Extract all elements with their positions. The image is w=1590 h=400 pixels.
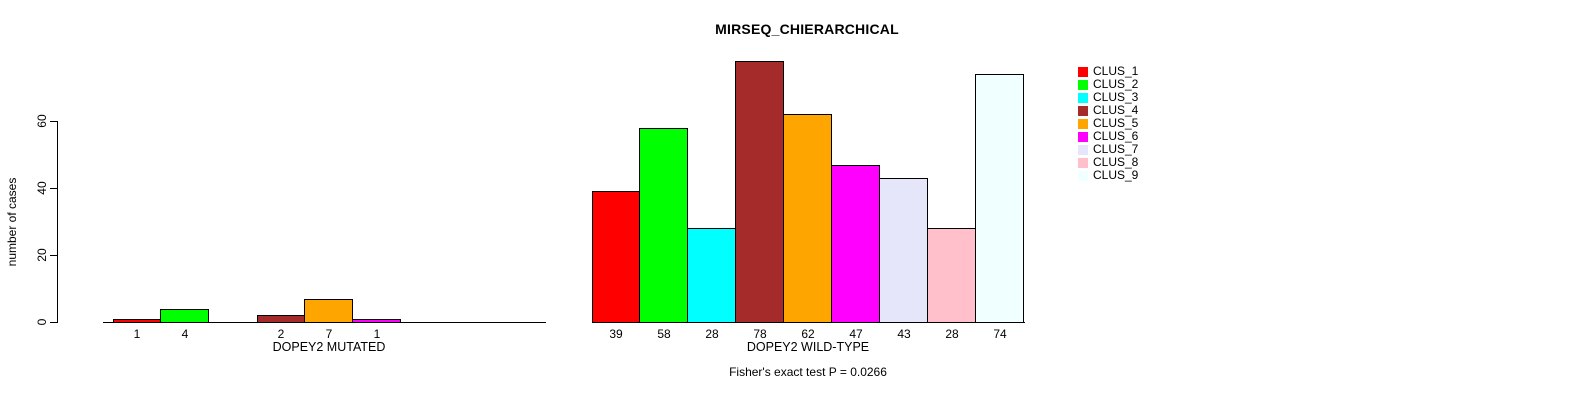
bar-CLUS_5 bbox=[304, 299, 353, 322]
legend-swatch-CLUS_9 bbox=[1078, 170, 1088, 181]
legend-swatch-CLUS_1 bbox=[1078, 66, 1088, 77]
bar-value-label: 28 bbox=[945, 327, 959, 341]
chart-title: MIRSEQ_CHIERARCHICAL bbox=[715, 21, 899, 37]
bar-CLUS_5 bbox=[783, 114, 832, 322]
x-axis-label-mutated: DOPEY2 MUTATED bbox=[272, 340, 386, 354]
fisher-test-annotation: Fisher's exact test P = 0.0266 bbox=[729, 365, 887, 379]
legend-row: CLUS_4 bbox=[1078, 103, 1139, 117]
bar-value-label: 43 bbox=[897, 327, 911, 341]
legend-row: CLUS_5 bbox=[1078, 116, 1139, 130]
bar-CLUS_6 bbox=[831, 165, 880, 322]
legend-swatch-CLUS_6 bbox=[1078, 131, 1088, 142]
y-axis-line bbox=[57, 121, 58, 323]
legend-swatch-CLUS_8 bbox=[1078, 157, 1088, 168]
legend-label: CLUS_9 bbox=[1093, 168, 1139, 182]
bar-CLUS_4 bbox=[257, 315, 305, 322]
bar-value-label: 1 bbox=[133, 327, 141, 341]
legend-label: CLUS_6 bbox=[1093, 129, 1139, 143]
legend-label: CLUS_7 bbox=[1093, 142, 1139, 156]
bar-value-label: 4 bbox=[181, 327, 189, 341]
bar-value-label: 74 bbox=[993, 327, 1007, 341]
bar-value-label: 2 bbox=[277, 327, 285, 341]
legend-swatch-CLUS_2 bbox=[1078, 79, 1088, 90]
bar-CLUS_7 bbox=[879, 178, 928, 322]
bar-value-label: 28 bbox=[705, 327, 719, 341]
legend-label: CLUS_1 bbox=[1093, 64, 1139, 78]
legend-label: CLUS_3 bbox=[1093, 90, 1139, 104]
legend-label: CLUS_2 bbox=[1093, 77, 1139, 91]
legend-row: CLUS_3 bbox=[1078, 90, 1139, 104]
legend-row: CLUS_2 bbox=[1078, 77, 1139, 91]
bar-CLUS_4 bbox=[735, 61, 784, 322]
bar-value-label: 47 bbox=[849, 327, 863, 341]
y-axis-tick-label: 60 bbox=[35, 114, 49, 128]
bar-CLUS_1 bbox=[592, 191, 640, 322]
x-axis-line bbox=[103, 322, 546, 323]
bar-value-label: 7 bbox=[325, 327, 333, 341]
legend-swatch-CLUS_4 bbox=[1078, 105, 1088, 116]
y-axis-tick bbox=[50, 121, 57, 122]
y-axis-tick-label: 40 bbox=[35, 181, 49, 195]
bar-CLUS_2 bbox=[639, 128, 688, 322]
bar-value-label: 78 bbox=[753, 327, 767, 341]
y-axis-tick bbox=[50, 188, 57, 189]
bar-CLUS_9 bbox=[975, 74, 1024, 322]
bar-CLUS_8 bbox=[927, 228, 976, 322]
legend-swatch-CLUS_3 bbox=[1078, 92, 1088, 103]
bar-value-label: 39 bbox=[609, 327, 623, 341]
legend-label: CLUS_4 bbox=[1093, 103, 1139, 117]
legend-row: CLUS_7 bbox=[1078, 142, 1139, 156]
y-axis-tick bbox=[50, 322, 57, 323]
legend-swatch-CLUS_5 bbox=[1078, 118, 1088, 129]
x-axis-label-wildtype: DOPEY2 WILD-TYPE bbox=[746, 340, 870, 354]
bar-value-label: 58 bbox=[657, 327, 671, 341]
y-axis-label: number of cases bbox=[5, 177, 19, 267]
x-axis-line bbox=[592, 322, 1025, 323]
legend-row: CLUS_1 bbox=[1078, 64, 1139, 78]
y-axis-tick-label: 0 bbox=[35, 318, 49, 326]
y-axis-tick bbox=[50, 255, 57, 256]
legend-row: CLUS_8 bbox=[1078, 155, 1139, 169]
legend-label: CLUS_8 bbox=[1093, 155, 1139, 169]
y-axis-tick-label: 20 bbox=[35, 248, 49, 262]
bar-CLUS_3 bbox=[687, 228, 736, 322]
bar-value-label: 1 bbox=[373, 327, 381, 341]
legend-row: CLUS_9 bbox=[1078, 168, 1139, 182]
legend-swatch-CLUS_7 bbox=[1078, 144, 1088, 155]
bar-value-label: 62 bbox=[801, 327, 815, 341]
bar-CLUS_6 bbox=[352, 319, 401, 322]
bar-CLUS_1 bbox=[113, 319, 161, 322]
legend-label: CLUS_5 bbox=[1093, 116, 1139, 130]
bar-CLUS_2 bbox=[160, 309, 209, 322]
legend-row: CLUS_6 bbox=[1078, 129, 1139, 143]
